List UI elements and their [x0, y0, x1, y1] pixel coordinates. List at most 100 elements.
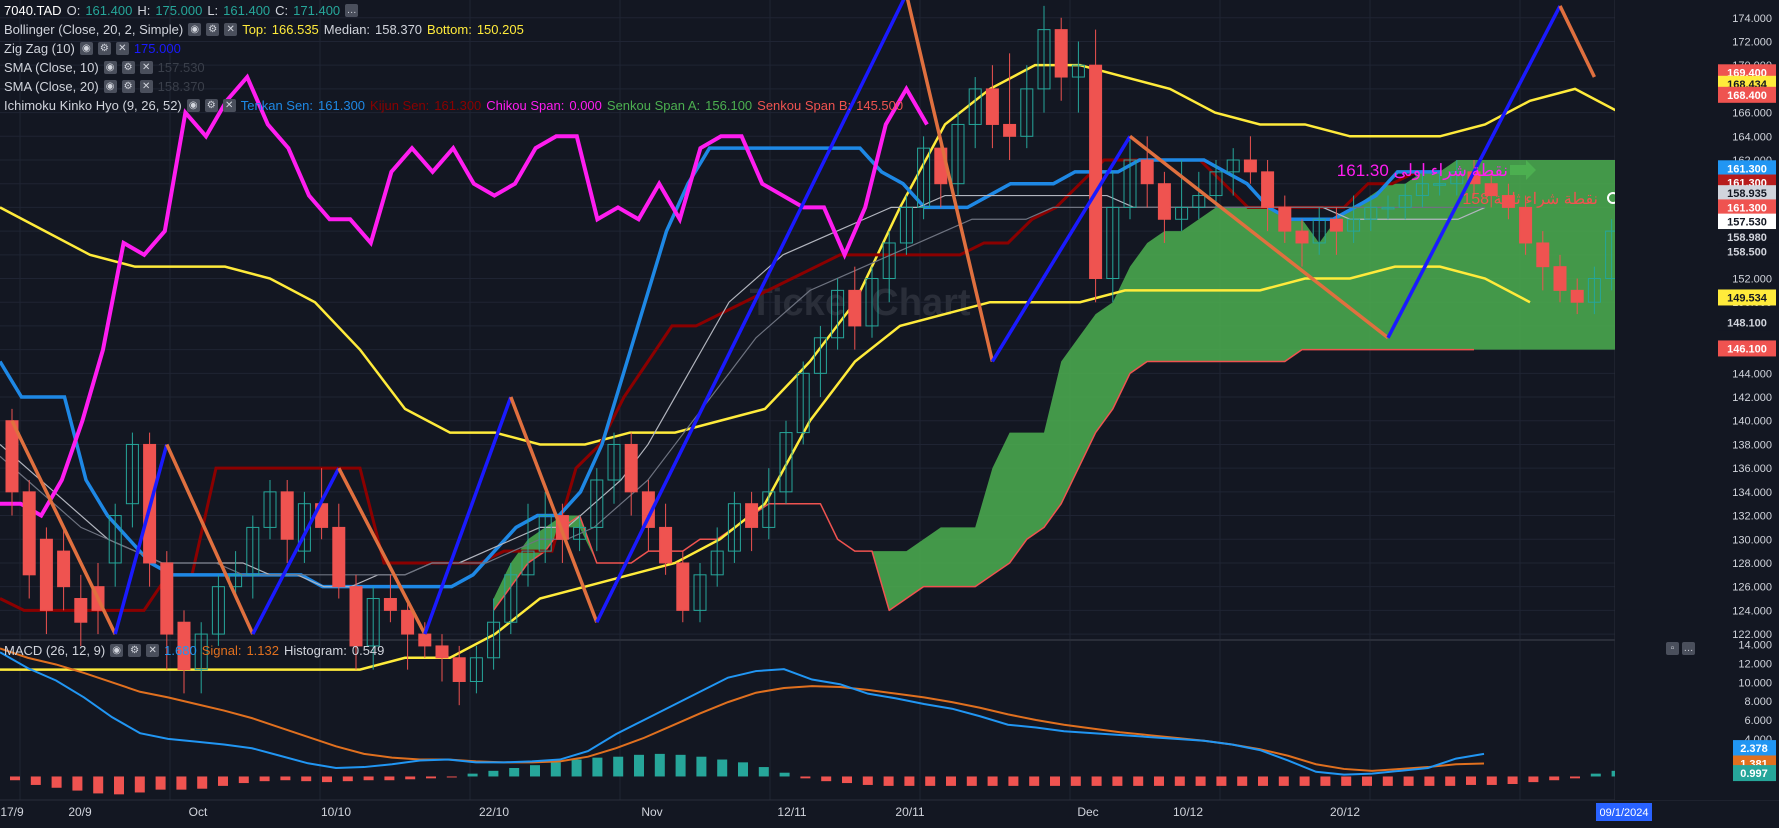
buy-point-2-label: 158 نقطة شراء ثانية: [1462, 191, 1598, 208]
macd-histogram-bar: [966, 776, 977, 786]
bollinger-name: Bollinger (Close, 20, 2, Simple): [4, 21, 184, 37]
macd-histogram-bar: [426, 776, 436, 779]
candle-body: [693, 574, 707, 611]
macd-histogram-bar: [1528, 776, 1539, 783]
price-badge-label: 148.100: [1727, 317, 1767, 329]
close-icon[interactable]: ✕: [115, 41, 129, 55]
bollinger-bands: [0, 63, 1666, 671]
symbol-label: 7040.TAD: [4, 2, 62, 18]
candle-body: [22, 491, 36, 576]
macd-histogram-bar: [238, 776, 249, 784]
gear-icon[interactable]: ⚙: [206, 22, 220, 36]
gear-icon[interactable]: ⚙: [128, 643, 142, 657]
macd-histogram-bar: [363, 776, 374, 781]
bollinger-top-label: Top:: [242, 21, 267, 37]
more-icon[interactable]: …: [1682, 642, 1695, 655]
macd-tick-label: 10.000: [1738, 677, 1772, 689]
candle-body: [1192, 195, 1206, 208]
macd-histogram-bar: [1445, 776, 1456, 786]
macd-value: 1.680: [164, 642, 197, 658]
candle-body: [1089, 64, 1103, 280]
candle-body: [1433, 183, 1447, 186]
macd-histogram-bar: [613, 756, 624, 777]
candle-body: [401, 609, 415, 635]
macd-histogram-bar: [1258, 776, 1268, 786]
candle-body: [1381, 206, 1395, 210]
macd-histogram-bar: [51, 776, 62, 788]
candle-body: [125, 443, 139, 505]
senkou-b-label: Senkou Span B:: [757, 97, 852, 113]
zigzag-segment: [423, 396, 513, 635]
signal-value: 1.132: [246, 642, 279, 658]
close-icon[interactable]: ✕: [139, 60, 153, 74]
macd-histogram-bar: [530, 765, 540, 777]
price-badge: [1718, 243, 1776, 260]
macd-histogram-bar: [1008, 776, 1019, 786]
eye-icon[interactable]: ◉: [186, 98, 200, 112]
macd-histogram-bar: [1050, 776, 1060, 786]
candle-body: [487, 621, 501, 659]
gear-icon[interactable]: ⚙: [121, 79, 135, 93]
candle-body: [882, 242, 896, 280]
macd-histogram-bar: [987, 776, 998, 786]
eye-icon[interactable]: ◉: [110, 643, 124, 657]
eye-icon[interactable]: ◉: [79, 41, 93, 55]
gear-icon[interactable]: ⚙: [97, 41, 111, 55]
price-badge-label: 158.935: [1727, 188, 1767, 200]
candle-body: [1157, 183, 1171, 220]
chikou-label: Chikou Span:: [486, 97, 565, 113]
senkou-a-label: Senkou Span A:: [606, 97, 701, 113]
macd-histogram-bar: [10, 776, 20, 781]
candle-body: [160, 562, 174, 635]
eye-icon[interactable]: ◉: [103, 60, 117, 74]
price-badge-label: 168.400: [1727, 90, 1767, 102]
price-tick-label: 130.000: [1732, 534, 1772, 546]
zigzag-segment: [1128, 134, 1390, 340]
zigzag-segment: [595, 0, 906, 623]
kijun-value: 161.300: [434, 97, 482, 113]
legend-bollinger: Bollinger (Close, 20, 2, Simple) ◉ ⚙ ✕ T…: [4, 20, 529, 38]
close-icon[interactable]: ✕: [224, 22, 238, 36]
gear-icon[interactable]: ⚙: [204, 98, 218, 112]
more-icon[interactable]: …: [345, 3, 359, 17]
macd-badge-label: 2.378: [1740, 743, 1768, 755]
macd-histogram-bar: [301, 776, 312, 782]
close-icon[interactable]: ✕: [222, 98, 236, 112]
candle-body: [108, 515, 122, 564]
gear-icon[interactable]: ⚙: [121, 60, 135, 74]
close-icon[interactable]: ✕: [139, 79, 153, 93]
macd-histogram-bar: [218, 776, 228, 786]
macd-badge: [1733, 765, 1776, 782]
candle-body: [1140, 159, 1154, 185]
macd-histogram-bar: [946, 776, 956, 786]
zigzag-segment: [113, 443, 169, 635]
eye-icon[interactable]: ◉: [188, 22, 202, 36]
macd-histogram-bar: [1341, 776, 1352, 786]
candle-body: [607, 443, 621, 481]
macd-histogram-bar: [862, 776, 873, 785]
open-label: O:: [66, 2, 81, 18]
price-tick-label: 164.000: [1732, 131, 1772, 143]
price-badge-label: 158.500: [1727, 246, 1767, 258]
price-badge: [1718, 185, 1776, 202]
candle-body: [1106, 206, 1120, 280]
maximize-icon[interactable]: ▫: [1666, 642, 1679, 655]
macd-histogram-bar: [592, 757, 603, 777]
time-tick-label: Dec: [1077, 805, 1098, 819]
candle-body: [1570, 289, 1584, 303]
macd-histogram-bar: [1174, 776, 1185, 786]
price-badge: [1718, 229, 1776, 246]
price-badge: [1718, 289, 1776, 306]
macd-badge: [1733, 740, 1776, 757]
macd-histogram-bar: [1070, 776, 1081, 786]
zigzag-segment: [165, 443, 255, 635]
close-icon[interactable]: ✕: [146, 643, 160, 657]
eye-icon[interactable]: ◉: [103, 79, 117, 93]
candle-body: [39, 538, 53, 611]
macd-histogram-bar: [571, 759, 582, 777]
macd-histogram-bar: [446, 776, 457, 778]
legend-ichimoku: Ichimoku Kinko Hyo (9, 26, 52) ◉ ⚙ ✕ Ten…: [4, 96, 908, 114]
candle-body: [177, 621, 191, 671]
